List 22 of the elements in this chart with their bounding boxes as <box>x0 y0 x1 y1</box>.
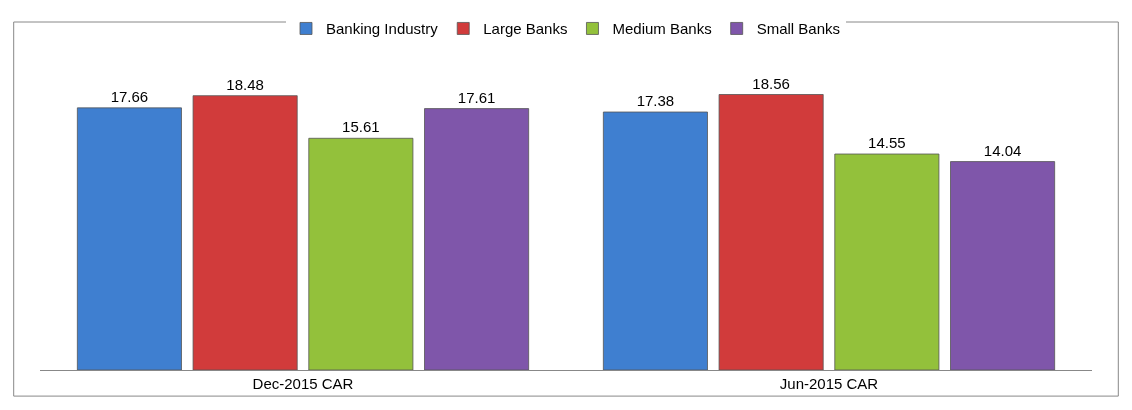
bar <box>834 153 940 370</box>
data-label: 18.48 <box>226 75 264 93</box>
legend-label: Medium Banks <box>612 20 712 38</box>
bar <box>424 108 530 370</box>
bar <box>192 95 298 370</box>
data-label: 14.55 <box>868 134 906 152</box>
x-tick-label: Dec-2015 CAR <box>252 375 354 392</box>
legend-label: Large Banks <box>483 20 568 38</box>
bar <box>76 107 182 370</box>
data-label: 17.38 <box>636 92 675 110</box>
data-label: 18.56 <box>752 74 790 92</box>
data-label: 17.61 <box>457 88 496 106</box>
data-label: 14.04 <box>983 141 1022 159</box>
legend-label: Banking Industry <box>326 20 439 38</box>
bar <box>308 137 414 370</box>
bar <box>950 161 1056 370</box>
data-label: 15.61 <box>342 118 380 136</box>
data-label: 17.66 <box>110 87 149 105</box>
x-tick-label: Jun-2015 CAR <box>779 375 879 392</box>
bar <box>602 111 708 370</box>
legend-label: Small Banks <box>756 20 841 38</box>
bar <box>718 94 824 370</box>
